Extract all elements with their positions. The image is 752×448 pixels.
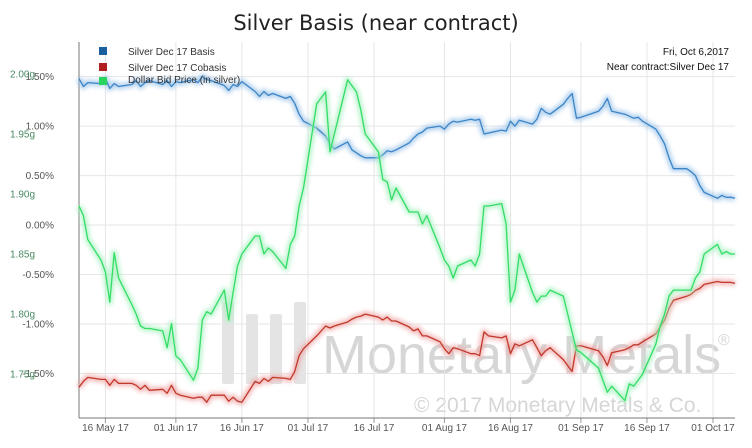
y-right-tick-label-0: 1.50%: [26, 72, 54, 83]
series-line-basis: [78, 75, 736, 199]
info-near-contract: Near contract:Silver Dec 17: [607, 62, 730, 73]
legend: Silver Dec 17 Basis Silver Dec 17 Cobasi…: [99, 47, 240, 86]
x-tick-label-0: 16 May 17: [82, 423, 129, 434]
y-right-tick-label-1: 1.00%: [26, 122, 54, 133]
y-left-tick-label-5: 1.75g: [10, 370, 35, 381]
x-tick-label-7: 01 Sep 17: [558, 423, 604, 434]
series-lines: [76, 73, 736, 406]
watermark-copyright: © 2017 Monetary Metals & Co.: [414, 394, 701, 417]
y-left-tick-label-1: 1.95g: [10, 129, 35, 140]
y-right-tick-label-5: -1.00%: [22, 320, 54, 331]
axes: 16 May 17 01 Jun 17 16 Jun 17 01 Jul 17 16 J…: [10, 42, 735, 434]
x-tick-label-6: 16 Aug 17: [488, 423, 533, 434]
x-tick-label-4: 16 Jul 17: [354, 423, 395, 434]
series-line-basis-glow: [76, 73, 736, 202]
y-right-tick-label-4: -0.50%: [22, 270, 54, 281]
legend-swatch-basis: [99, 47, 107, 55]
chart-title: Silver Basis (near contract): [233, 11, 518, 35]
x-tick-label-3: 01 Jul 17: [288, 423, 329, 434]
y-left-tick-label-3: 1.85g: [10, 250, 35, 261]
y-right-tick-label-3: 0.00%: [26, 221, 54, 232]
x-tick-label-2: 16 Jun 17: [220, 423, 264, 434]
watermark-registered-mark: ®: [718, 332, 730, 349]
x-tick-label-9: 01 Oct 17: [691, 423, 735, 434]
info-date: Fri, Oct 6,2017: [663, 47, 730, 58]
x-tick-label-5: 01 Aug 17: [422, 423, 467, 434]
y-right-tick-label-2: 0.50%: [26, 171, 54, 182]
legend-label-dollar-bid: Dollar Bid Price (in silver): [128, 75, 240, 86]
y-left-tick-label-0: 2.00g: [10, 69, 35, 80]
legend-label-cobasis: Silver Dec 17 Cobasis: [128, 63, 226, 74]
legend-swatch-dollar-bid: [99, 77, 107, 85]
y-left-tick-label-4: 1.80g: [10, 310, 35, 321]
series-line-dollar-bid: [78, 79, 735, 402]
x-tick-label-1: 01 Jun 17: [154, 423, 198, 434]
info-box: Fri, Oct 6,2017 Near contract:Silver Dec…: [607, 47, 730, 73]
legend-swatch-cobasis: [99, 63, 107, 71]
series-line-cobasis: [78, 280, 736, 403]
legend-label-basis: Silver Dec 17 Basis: [128, 47, 215, 58]
grid-lines: [79, 42, 735, 418]
y-left-tick-label-2: 1.90g: [10, 189, 35, 200]
y-right-tick-label-6: -1.50%: [22, 369, 54, 380]
x-tick-label-8: 16 Sep 17: [624, 423, 670, 434]
